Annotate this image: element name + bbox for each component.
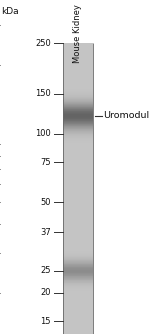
Text: 50: 50 [40,198,51,207]
Text: 15: 15 [40,317,51,326]
Text: Uromodulin: Uromodulin [103,111,150,120]
Text: Mouse Kidney: Mouse Kidney [74,5,82,63]
Text: 150: 150 [35,89,51,98]
Text: 250: 250 [35,39,51,48]
Text: 37: 37 [40,228,51,236]
Text: 75: 75 [40,158,51,167]
Text: 100: 100 [35,129,51,138]
Text: 20: 20 [40,289,51,298]
Text: 25: 25 [40,267,51,275]
Text: kDa: kDa [2,7,19,16]
